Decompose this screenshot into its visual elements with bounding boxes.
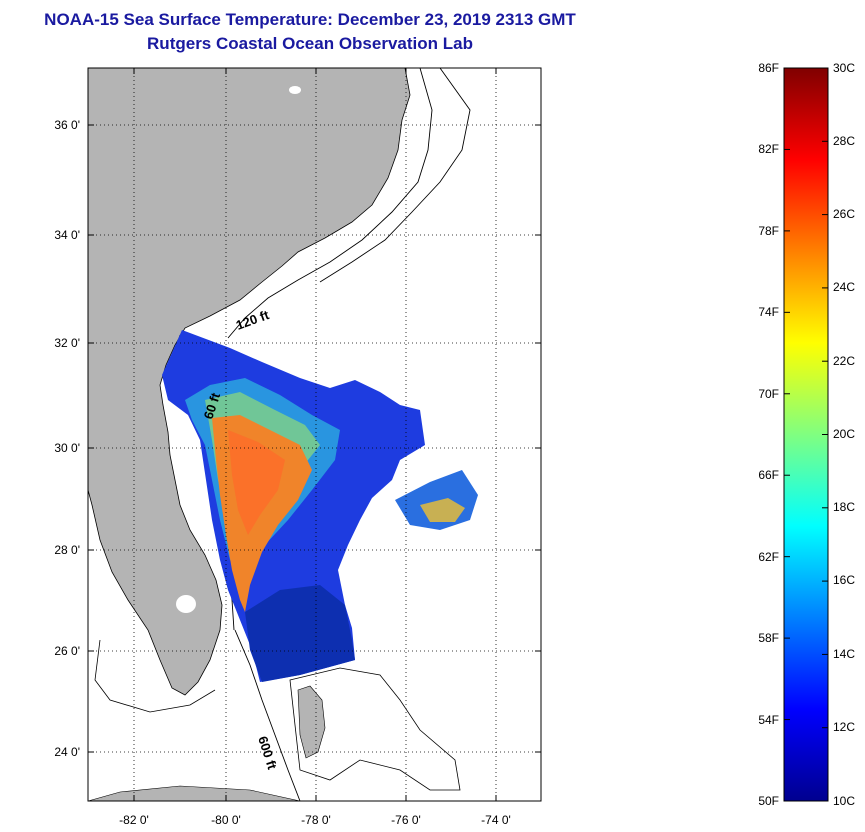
colorbar-f-label: 50F xyxy=(758,794,779,808)
colorbar-f-label: 54F xyxy=(758,713,779,727)
colorbar-c-label: 10C xyxy=(833,794,855,808)
lon-label: -82 0' xyxy=(119,813,149,827)
lake-okeechobee xyxy=(176,595,196,613)
axis-ticks xyxy=(88,68,541,801)
contour-600ft xyxy=(319,68,471,283)
map-title: NOAA-15 Sea Surface Temperature: Decembe… xyxy=(44,10,576,29)
lat-label: 32 0' xyxy=(54,336,80,350)
colorbar-c-label: 14C xyxy=(833,647,855,661)
colorbar-f-label: 58F xyxy=(758,631,779,645)
colorbar: 86F 82F 78F 74F 70F 66F 62F 58F 54F 50F … xyxy=(758,61,855,808)
lat-label: 24 0' xyxy=(54,745,80,759)
colorbar-f-label: 74F xyxy=(758,305,779,319)
colorbar-c-label: 26C xyxy=(833,207,855,221)
colorbar-f-label: 66F xyxy=(758,468,779,482)
map-frame xyxy=(87,67,542,802)
colorbar-c-label: 18C xyxy=(833,500,855,514)
sst-patch-east-warm xyxy=(420,498,465,522)
colorbar-f-label: 86F xyxy=(758,61,779,75)
sst-straits xyxy=(245,585,355,682)
lat-label: 36 0' xyxy=(54,118,80,132)
lake xyxy=(289,86,301,94)
contour-bahamas-bank xyxy=(289,667,461,791)
lat-label: 30 0' xyxy=(54,441,80,455)
contour-keys xyxy=(94,639,216,713)
colorbar-c-label: 28C xyxy=(833,134,855,148)
lon-label: -74 0' xyxy=(481,813,511,827)
colorbar-c-label: 30C xyxy=(833,61,855,75)
lon-label: -78 0' xyxy=(301,813,331,827)
contour-120ft xyxy=(227,68,433,339)
colorbar-f-label: 62F xyxy=(758,550,779,564)
contour-600ft-south xyxy=(234,629,301,801)
lon-label: -80 0' xyxy=(211,813,241,827)
land-cuba xyxy=(88,785,301,801)
lat-label: 34 0' xyxy=(54,228,80,242)
colorbar-c-label: 16C xyxy=(833,573,855,587)
colorbar-f-label: 78F xyxy=(758,224,779,238)
map-subtitle: Rutgers Coastal Ocean Observation Lab xyxy=(147,34,473,53)
colorbar-c-label: 22C xyxy=(833,354,855,368)
lat-label: 26 0' xyxy=(54,644,80,658)
colorbar-f-label: 70F xyxy=(758,387,779,401)
colorbar-ramp xyxy=(783,67,829,802)
sst-swath-hot xyxy=(228,430,285,535)
land-bahamas xyxy=(297,685,326,759)
lat-label: 28 0' xyxy=(54,543,80,557)
colorbar-c-label: 24C xyxy=(833,280,855,294)
lon-label: -76 0' xyxy=(391,813,421,827)
colorbar-f-label: 82F xyxy=(758,142,779,156)
colorbar-c-label: 12C xyxy=(833,720,855,734)
land-us-east-coast xyxy=(88,68,411,696)
colorbar-c-label: 20C xyxy=(833,427,855,441)
